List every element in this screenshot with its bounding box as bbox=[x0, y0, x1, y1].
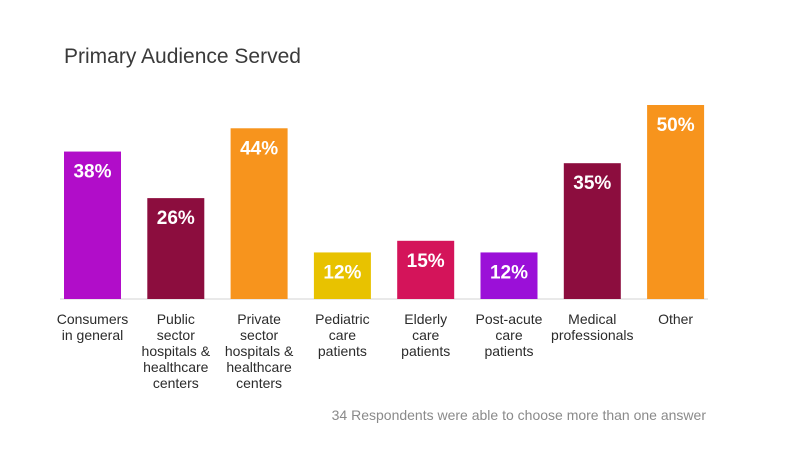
bar-consumers-in-general bbox=[64, 151, 121, 299]
category-label-consumers-in-general: Consumers in general bbox=[57, 311, 129, 343]
chart-title: Primary Audience Served bbox=[64, 45, 301, 68]
bar-public-sector-hospitals-and-healthcare-centers bbox=[147, 198, 205, 299]
value-label-public-sector-hospitals-and-healthcare-centers: 26% bbox=[157, 208, 195, 229]
bar-elderly-care-patients bbox=[397, 240, 455, 299]
category-label-pediatric-care-patients: Pediatric care patients bbox=[315, 311, 369, 359]
value-label-other: 50% bbox=[657, 115, 695, 136]
category-label-medical-professionals: Medical professionals bbox=[551, 311, 634, 343]
category-label-elderly-care-patients: Elderly care patients bbox=[401, 311, 450, 359]
bar-medical-professionals bbox=[563, 163, 621, 299]
footnote: 34 Respondents were able to choose more … bbox=[332, 407, 707, 423]
bar-private-sector-hospitals-and-healthcare-centers bbox=[230, 128, 288, 299]
value-label-pediatric-care-patients: 12% bbox=[323, 262, 361, 283]
category-label-public-sector-hospitals-and-healthcare-centers: Public sector hospitals & healthcare centers bbox=[142, 311, 211, 391]
category-label-post-acute-care-patients: Post-acute care patients bbox=[476, 311, 543, 359]
category-label-private-sector-hospitals-and-healthcare-centers: Private sector hospitals & healthcare center… bbox=[225, 311, 294, 391]
category-label-group: Consumers in general Public sector hospitals… bbox=[57, 311, 694, 391]
bar-other bbox=[647, 105, 705, 299]
value-label-post-acute-care-patients: 12% bbox=[490, 262, 528, 283]
category-label-other: Other bbox=[658, 311, 693, 327]
value-label-elderly-care-patients: 15% bbox=[407, 251, 445, 272]
value-label-private-sector-hospitals-and-healthcare-centers: 44% bbox=[240, 138, 278, 159]
value-label-consumers-in-general: 38% bbox=[73, 162, 111, 183]
bar-post-acute-care-patients bbox=[480, 252, 538, 299]
value-label-medical-professionals: 35% bbox=[573, 173, 611, 194]
bar-group: 38% 26% 44% 12% 15% 12% 35% 50% bbox=[64, 105, 705, 299]
bar-pediatric-care-patients bbox=[313, 252, 371, 299]
